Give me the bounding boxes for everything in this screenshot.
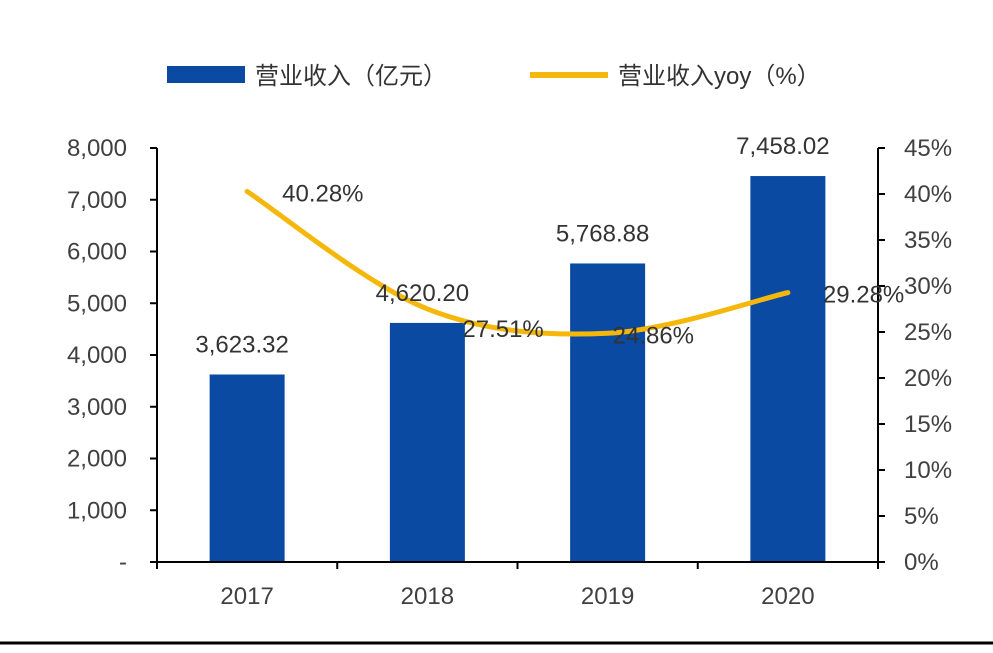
legend-label-revenue: 营业收入（亿元） xyxy=(255,63,447,90)
line-data-label: 24.86% xyxy=(613,322,694,349)
y-left-tick-label: 7,000 xyxy=(67,187,127,214)
y-left-tick-label: 5,000 xyxy=(67,290,127,317)
line-data-label: 40.28% xyxy=(282,180,363,207)
y-right-tick-label: 5% xyxy=(904,503,939,530)
y-left-tick-label: 8,000 xyxy=(67,135,127,162)
y-left-tick-label: 3,000 xyxy=(67,394,127,421)
series-line-yoy xyxy=(244,188,791,337)
bar-2019 xyxy=(570,263,646,562)
y-left-tick-label: 2,000 xyxy=(67,446,127,473)
y-left-tick-label: 4,000 xyxy=(67,342,127,369)
y-right-tick-label: 0% xyxy=(904,549,939,576)
y-right-tick-label: 20% xyxy=(904,365,952,392)
y-right-tick-label: 30% xyxy=(904,273,952,300)
plot-area: - 1,000 2,000 3,000 4,000 5,000 6,000 7,000 8,00… xyxy=(67,133,952,610)
y-right-tick-label: 45% xyxy=(904,135,952,162)
bar-2017 xyxy=(209,374,285,562)
bar-data-label: 5,768.88 xyxy=(556,220,649,247)
y-right-tick-label: 15% xyxy=(904,411,952,438)
x-tick-label: 2019 xyxy=(581,583,634,610)
bar-2018 xyxy=(389,322,465,562)
bar-data-label: 3,623.32 xyxy=(195,331,288,358)
y-right-tick-label: 10% xyxy=(904,457,952,484)
bar-2020 xyxy=(750,176,826,562)
line-data-label: 27.51% xyxy=(462,316,543,343)
legend-label-yoy: 营业收入yoy（%） xyxy=(618,63,821,90)
y-right-tick-label: 35% xyxy=(904,227,952,254)
y-left-tick-label: 6,000 xyxy=(67,239,127,266)
x-tick-label: 2018 xyxy=(401,583,454,610)
y-right-tick-label: 25% xyxy=(904,319,952,346)
y-left-tick-label: 1,000 xyxy=(67,497,127,524)
y-right-tick-label: 40% xyxy=(904,181,952,208)
x-tick-label: 2017 xyxy=(220,583,273,610)
bar-data-label: 4,620.20 xyxy=(376,280,469,307)
line-data-label: 29.28% xyxy=(823,282,904,309)
legend-swatch-revenue xyxy=(167,66,245,83)
bar-data-label: 7,458.02 xyxy=(736,133,829,160)
y-left-tick-label: - xyxy=(119,549,127,576)
legend: 营业收入（亿元） 营业收入yoy（%） xyxy=(167,63,821,90)
x-tick-label: 2020 xyxy=(761,583,814,610)
